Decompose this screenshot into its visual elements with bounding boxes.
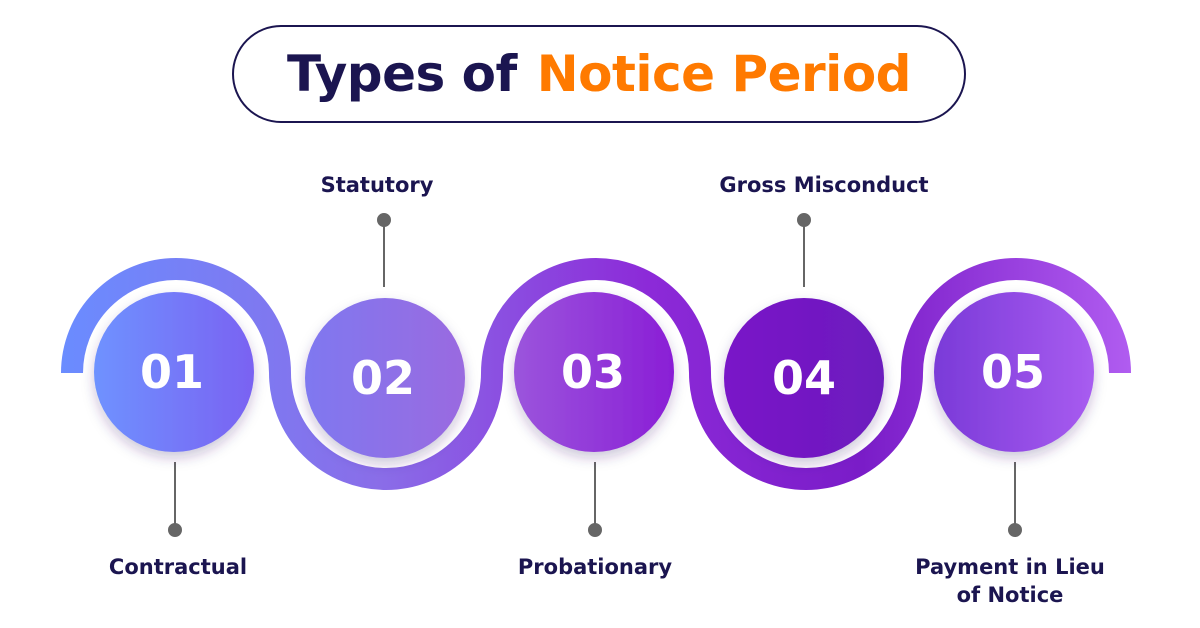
step-circle-04 bbox=[724, 298, 884, 458]
connector-05 bbox=[1008, 462, 1022, 537]
connector-03 bbox=[588, 462, 602, 537]
step-circle-01 bbox=[94, 292, 254, 452]
wave-band bbox=[61, 258, 1131, 490]
step-label-02: Statutory bbox=[320, 173, 434, 197]
step-number-03: 03 bbox=[561, 345, 625, 399]
step-number-01: 01 bbox=[140, 345, 204, 399]
step-circle-03 bbox=[514, 292, 674, 452]
title-banner: Types of Notice Period bbox=[232, 25, 966, 123]
step-label-03: Probationary bbox=[517, 555, 673, 579]
connector-04 bbox=[797, 213, 811, 287]
step-circle-05 bbox=[934, 292, 1094, 452]
connector-02 bbox=[377, 213, 391, 287]
title-text-accent: Notice Period bbox=[536, 45, 912, 103]
step-circle-02 bbox=[305, 298, 465, 458]
step-number-04: 04 bbox=[772, 351, 836, 405]
step-label-05: Payment in Lieu of Notice bbox=[915, 555, 1105, 607]
step-number-05: 05 bbox=[981, 345, 1045, 399]
step-label-01: Contractual bbox=[108, 555, 248, 579]
title-text-primary: Types of bbox=[287, 45, 517, 103]
step-label-04: Gross Misconduct bbox=[719, 173, 929, 197]
step-number-02: 02 bbox=[351, 351, 415, 405]
connector-01 bbox=[168, 462, 182, 537]
